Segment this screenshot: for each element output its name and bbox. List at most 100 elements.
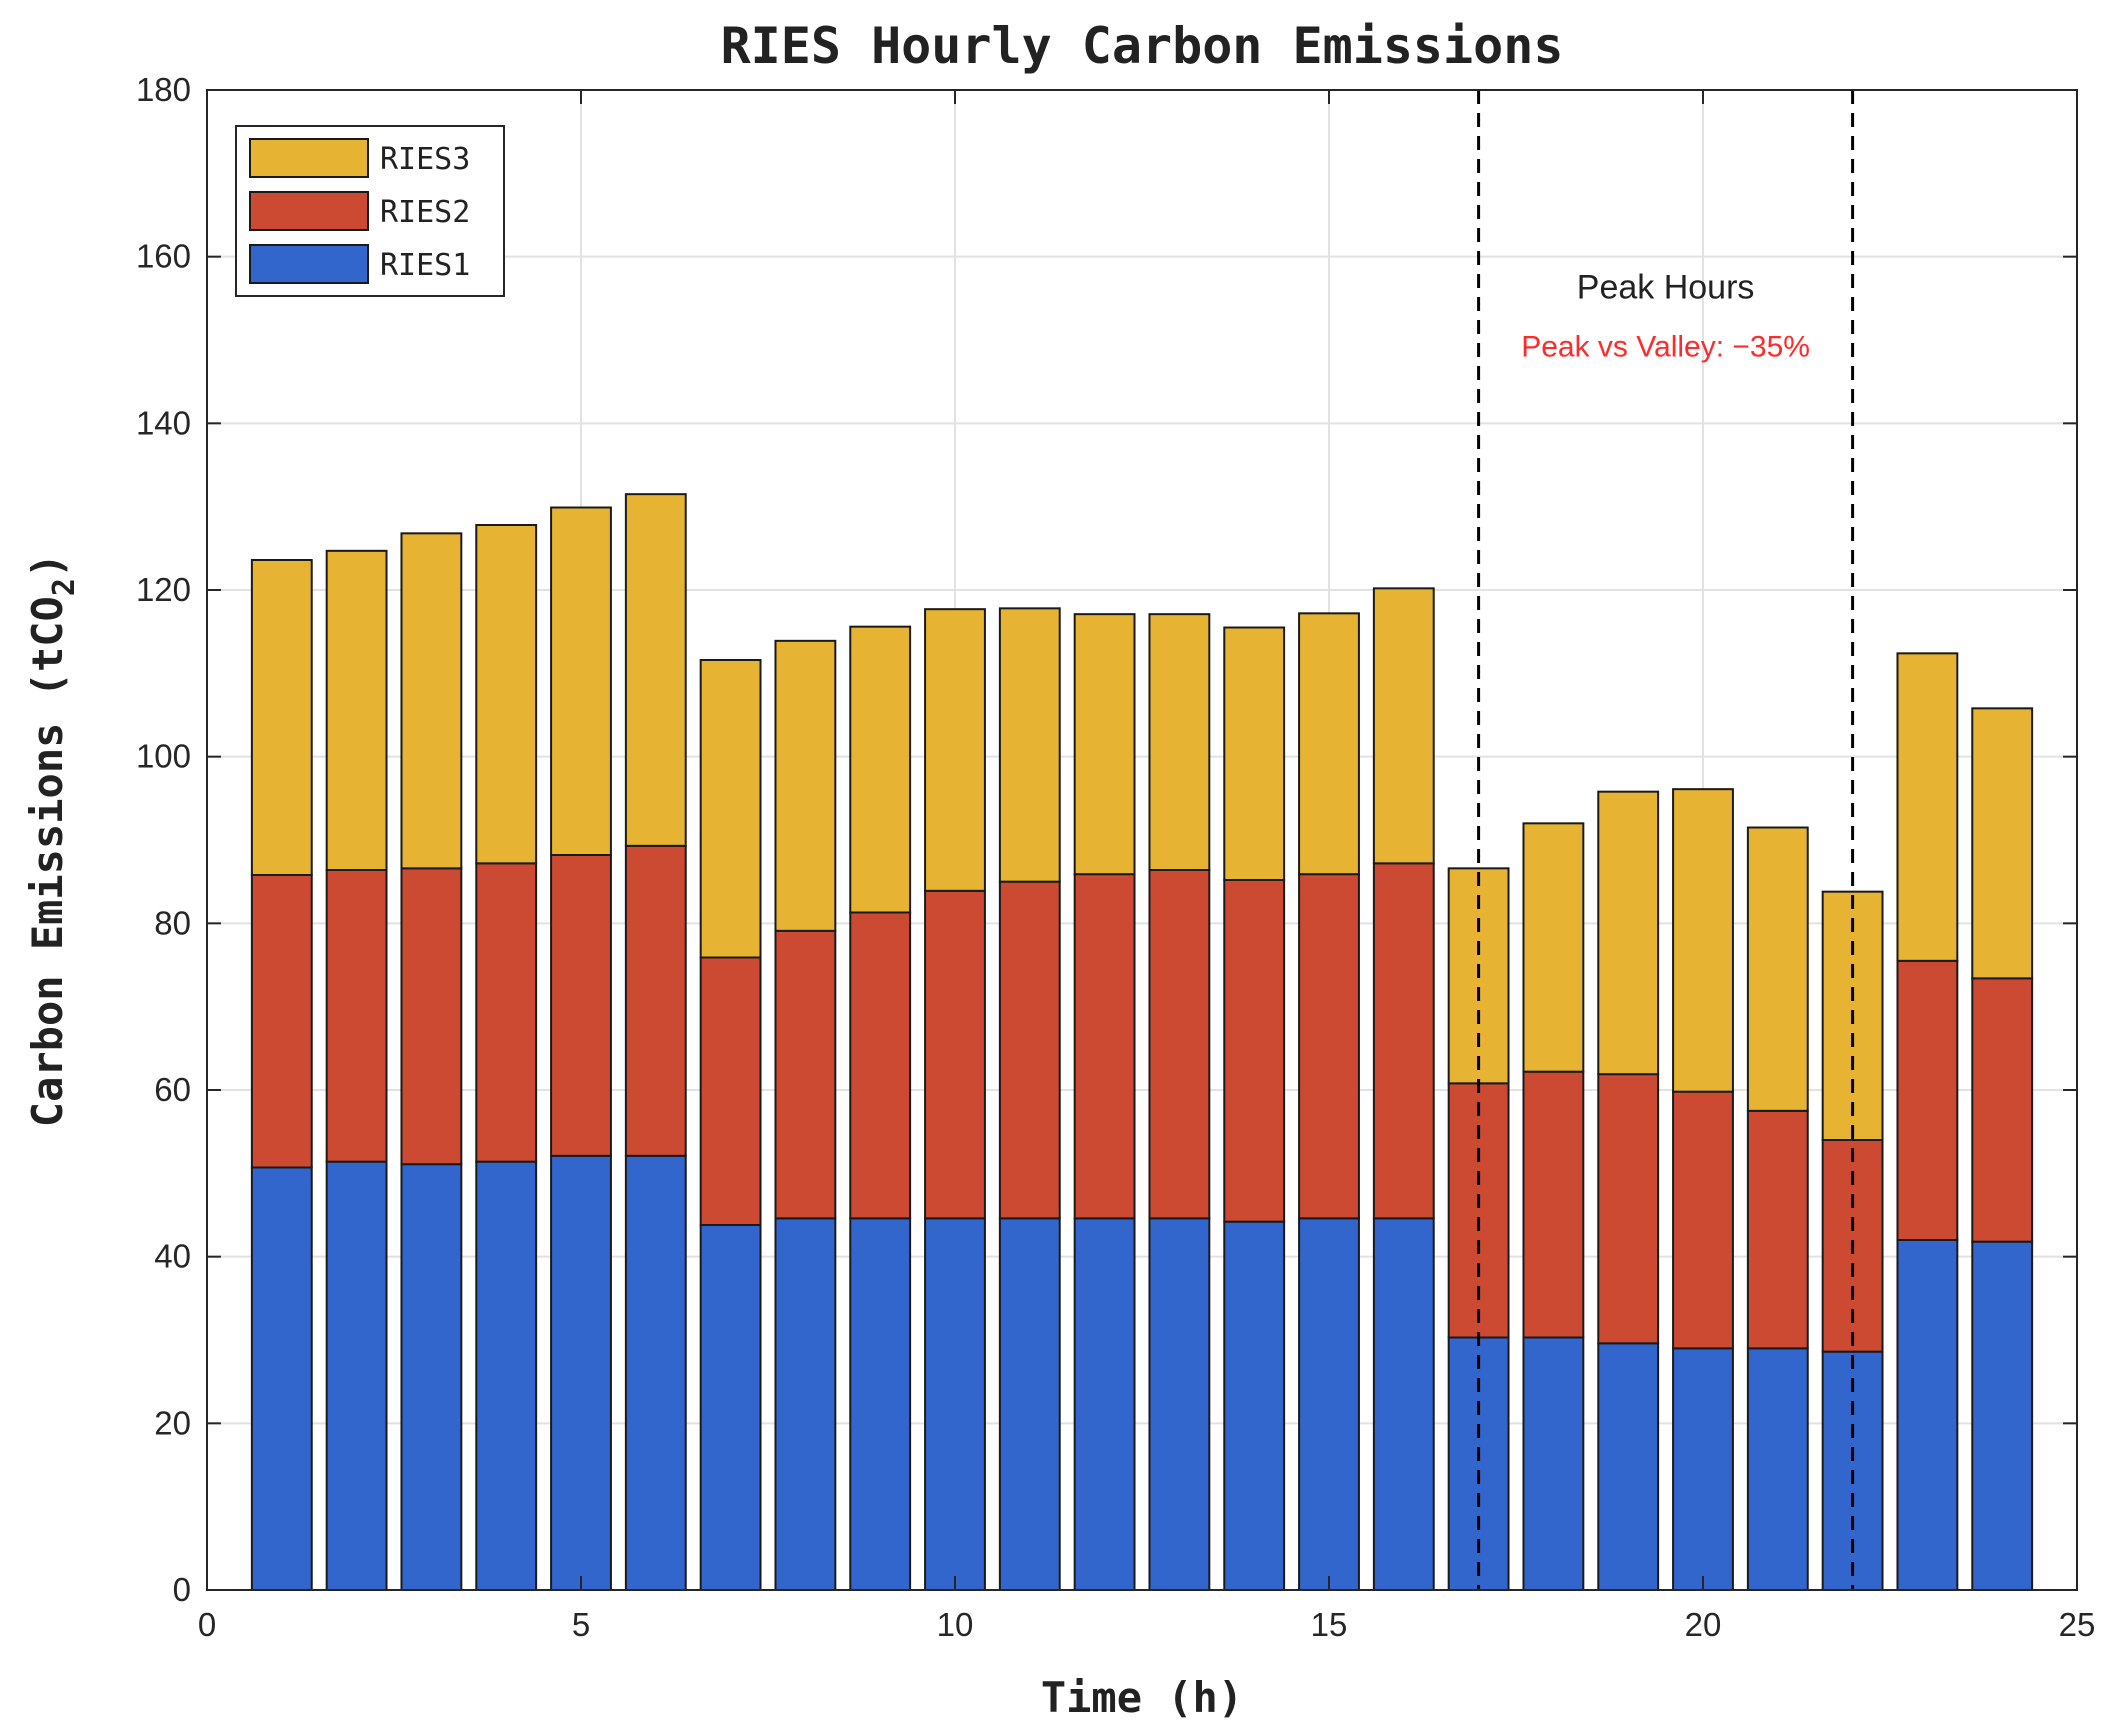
bar-stacks [250, 493, 2034, 1592]
legend-swatch-ries1 [249, 244, 369, 284]
bar-ries1-h23 [1896, 1239, 1959, 1591]
bar-ries1-h21 [1746, 1347, 1809, 1592]
x-tick-label: 0 [198, 1606, 216, 1643]
bar-ries2-h5 [550, 854, 612, 1157]
y-tick-label: 80 [154, 904, 191, 941]
x-axis-label: Time (h) [1041, 1673, 1243, 1722]
y-tick-label: 40 [154, 1238, 191, 1275]
bar-ries3-h19 [1597, 790, 1660, 1076]
annotation-peak-vs-valley: Peak vs Valley: −35% [1521, 331, 1810, 364]
bar-ries1-h18 [1522, 1336, 1585, 1591]
bar-ries2-h12 [1073, 873, 1136, 1220]
y-axis-label: Carbon Emissions (tCO2) [23, 553, 82, 1127]
bar-ries2-h20 [1672, 1090, 1734, 1350]
x-tick-label: 5 [572, 1606, 590, 1643]
y-axis-label-subscript: 2 [47, 578, 82, 596]
bar-ries1-h6 [624, 1154, 687, 1592]
bar-ries2-h19 [1597, 1073, 1660, 1345]
bar-ries3-h15 [1298, 612, 1360, 876]
bar-ries1-h10 [924, 1217, 986, 1592]
bar-ries2-h3 [400, 867, 463, 1166]
bar-ries3-h11 [998, 607, 1061, 883]
bar-ries2-h16 [1372, 862, 1435, 1220]
bar-ries3-h4 [475, 524, 538, 865]
bar-ries2-h7 [699, 956, 762, 1226]
bar-ries1-h1 [250, 1166, 313, 1591]
bar-ries1-h2 [325, 1160, 388, 1591]
bar-ries2-h4 [475, 862, 538, 1163]
bar-ries1-h3 [400, 1163, 463, 1591]
bar-ries2-h14 [1223, 879, 1286, 1223]
bar-ries3-h3 [400, 532, 463, 870]
bar-ries2-h9 [849, 911, 912, 1220]
bar-ries3-h12 [1073, 613, 1136, 876]
bar-ries2-h24 [1971, 977, 2034, 1243]
bar-ries3-h6 [624, 493, 687, 847]
bar-ries3-h9 [849, 625, 912, 914]
peak-hour-lines [1477, 90, 1855, 1590]
bar-ries1-h19 [1597, 1342, 1660, 1592]
y-tick-label: 60 [154, 1071, 191, 1108]
bar-ries1-h16 [1372, 1217, 1435, 1592]
bar-ries3-h14 [1223, 626, 1286, 881]
bar-ries1-h4 [475, 1160, 538, 1591]
bar-ries3-h21 [1746, 826, 1809, 1112]
y-tick-label: 160 [136, 238, 191, 275]
bar-ries3-h16 [1372, 587, 1435, 865]
y-tick-label: 180 [136, 71, 191, 108]
bar-ries3-h23 [1896, 652, 1959, 962]
bar-ries3-h10 [924, 608, 986, 892]
chart-title: RIES Hourly Carbon Emissions [721, 17, 1564, 75]
legend-swatch-ries2 [249, 191, 369, 231]
bar-ries1-h24 [1971, 1240, 2034, 1591]
bar-ries2-h18 [1522, 1070, 1585, 1339]
bar-ries3-h8 [774, 639, 837, 932]
bar-ries1-h7 [699, 1224, 762, 1591]
y-tick-label: 140 [136, 404, 191, 441]
bar-ries2-h10 [924, 889, 986, 1220]
y-tick-label: 120 [136, 571, 191, 608]
bar-ries3-h20 [1672, 788, 1734, 1093]
bar-ries1-h11 [998, 1217, 1061, 1592]
legend-swatch-ries3 [249, 138, 369, 178]
bar-ries3-h7 [699, 659, 762, 959]
axis-ticks: 0 20 40 60 80 100 120 140 160 180 0 5 10 15 20 25 [136, 71, 2095, 1643]
bar-ries2-h1 [250, 874, 313, 1169]
x-tick-label: 20 [1685, 1606, 1722, 1643]
bar-ries1-h15 [1298, 1217, 1360, 1592]
bar-ries3-h1 [250, 559, 313, 876]
bar-ries2-h15 [1298, 873, 1360, 1220]
legend: RIES3 RIES2 RIES1 [235, 125, 505, 297]
annotations: Peak Hours Peak vs Valley: −35% [1521, 268, 1810, 363]
bar-ries2-h8 [774, 929, 837, 1220]
y-axis-label-close: ) [23, 553, 72, 578]
bar-ries3-h24 [1971, 707, 2034, 980]
bar-ries1-h9 [849, 1217, 912, 1592]
y-tick-label: 0 [173, 1571, 191, 1608]
plot-frame [206, 89, 2078, 1591]
annotation-peak-hours: Peak Hours [1577, 268, 1755, 306]
legend-label-ries1: RIES1 [380, 248, 470, 283]
x-tick-label: 15 [1311, 1606, 1348, 1643]
bar-ries1-h12 [1073, 1217, 1136, 1592]
bar-ries3-h18 [1522, 822, 1585, 1073]
bar-ries1-h8 [774, 1217, 837, 1592]
bar-ries2-h2 [325, 869, 388, 1163]
bar-ries1-h13 [1148, 1217, 1211, 1592]
bar-ries3-h2 [325, 549, 388, 871]
bar-ries3-h5 [550, 506, 612, 856]
y-tick-label: 20 [154, 1404, 191, 1441]
bar-ries1-h20 [1672, 1347, 1734, 1592]
x-tick-label: 10 [937, 1606, 974, 1643]
legend-label-ries3: RIES3 [380, 142, 470, 177]
bar-ries3-h13 [1148, 613, 1211, 872]
bar-ries1-h14 [1223, 1220, 1286, 1591]
legend-label-ries2: RIES2 [380, 195, 470, 230]
bar-ries2-h21 [1746, 1109, 1809, 1350]
y-axis-label-main: Carbon Emissions (tCO [23, 596, 72, 1127]
bar-ries2-h23 [1896, 959, 1959, 1241]
x-tick-label: 25 [2059, 1606, 2096, 1643]
bar-ries2-h13 [1148, 869, 1211, 1220]
bar-ries1-h5 [550, 1154, 612, 1592]
